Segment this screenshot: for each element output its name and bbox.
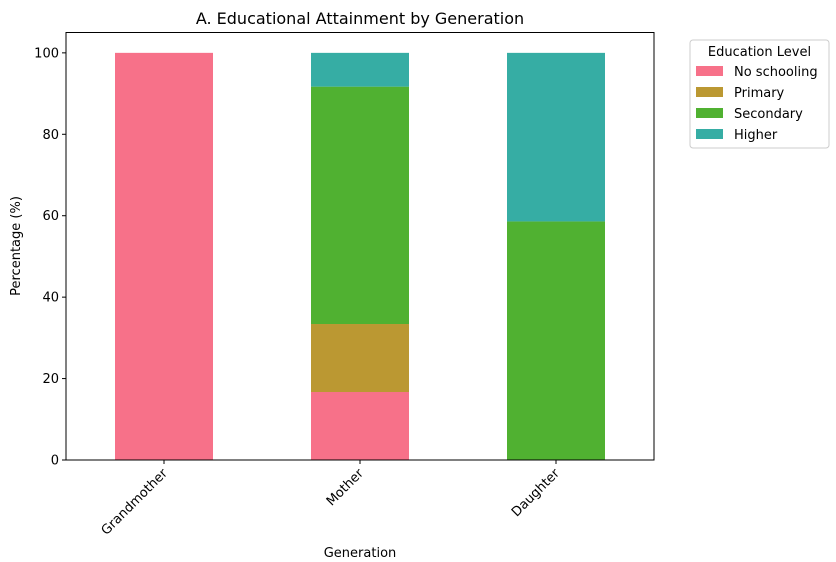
legend-swatch <box>696 66 723 76</box>
x-tick-label: Mother <box>324 466 367 509</box>
legend-swatch <box>696 129 723 139</box>
x-tick-label: Grandmother <box>99 466 172 539</box>
bar-secondary-daughter <box>507 221 605 460</box>
legend-label: No schooling <box>734 65 818 80</box>
bar-no-schooling-mother <box>311 392 409 460</box>
bar-primary-mother <box>311 324 409 393</box>
bar-higher-mother <box>311 52 409 87</box>
y-tick-label: 60 <box>42 209 59 224</box>
y-tick-label: 80 <box>42 128 59 143</box>
bar-higher-daughter <box>507 52 605 222</box>
legend-title: Education Level <box>708 45 811 60</box>
legend-label: Higher <box>734 128 778 143</box>
y-tick-label: 100 <box>34 46 59 61</box>
y-axis-label: Percentage (%) <box>9 196 24 296</box>
x-tick-label: Daughter <box>509 466 563 520</box>
legend-swatch <box>696 108 723 118</box>
legend-label: Primary <box>734 86 785 101</box>
legend-swatch <box>696 87 723 97</box>
x-axis-label: Generation <box>324 546 397 561</box>
legend: Education Level No schooling Primary Secon… <box>689 39 830 149</box>
bar-no-schooling-grandmother <box>115 52 213 460</box>
chart-title: A. Educational Attainment by Generation <box>196 9 524 28</box>
y-tick-label: 0 <box>51 454 59 469</box>
bar-secondary-mother <box>311 86 409 325</box>
legend-label: Secondary <box>734 107 803 122</box>
y-tick-label: 20 <box>42 372 59 387</box>
y-tick-label: 40 <box>42 291 59 306</box>
